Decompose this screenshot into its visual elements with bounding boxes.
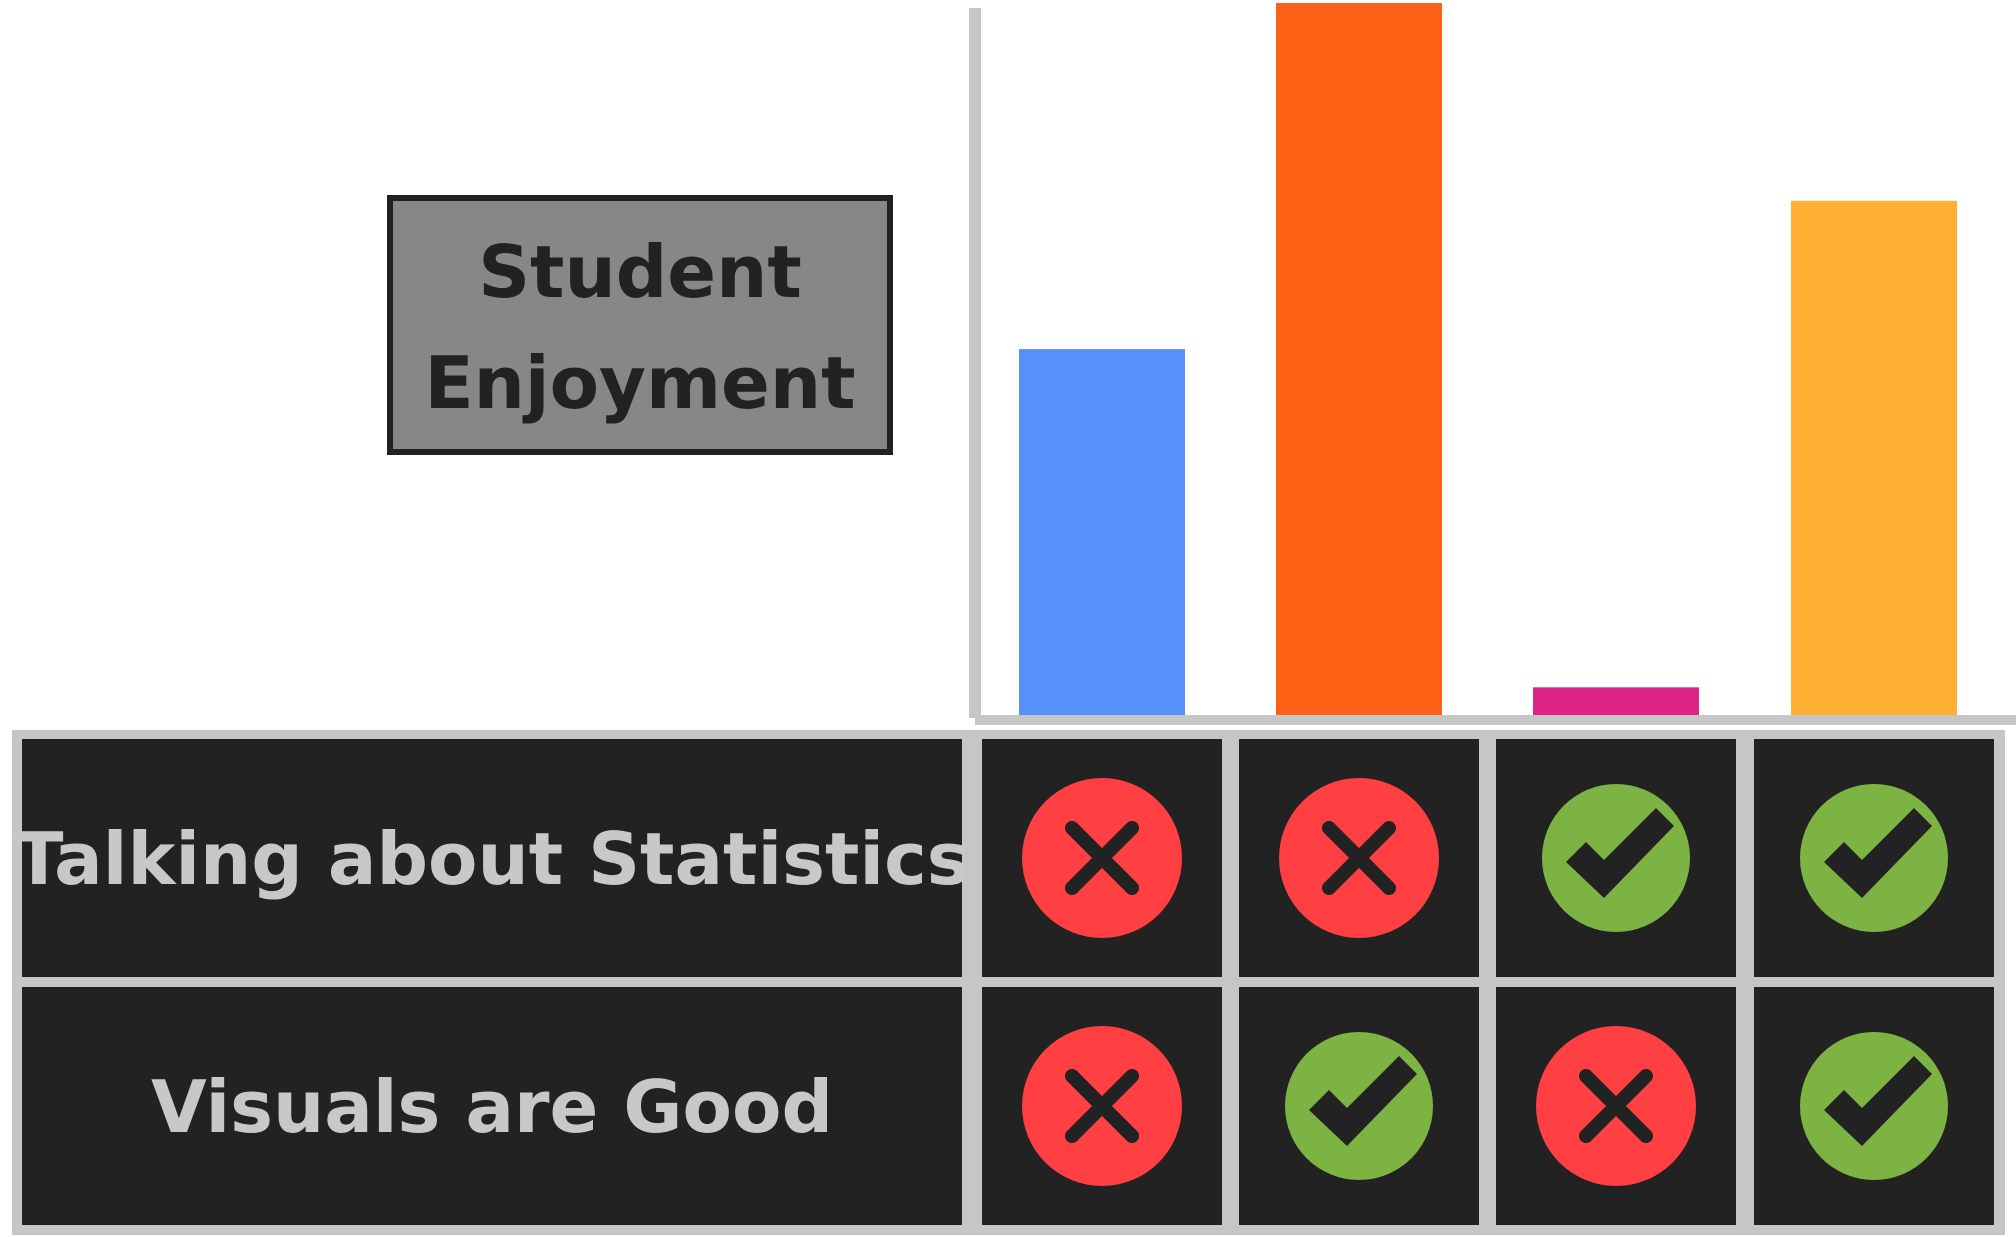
check-icon [1542,784,1690,932]
check-icon [1800,1032,1948,1180]
cross-icon [1279,778,1439,938]
y-axis-label-line-2: Enjoyment [424,341,855,425]
comparison-table: Talking about Statistics Visuals are Good [14,739,1994,1225]
bars-group [1019,3,1957,715]
y-axis-label-box: Student Enjoyment [387,195,893,455]
bar-4 [1791,200,1957,715]
row-label: Visuals are Good [151,1065,833,1149]
row-label-cell [22,739,962,977]
cross-icon [1536,1026,1696,1186]
y-axis-label-line-1: Student [478,230,802,314]
row-label: Talking about Statistics [14,817,969,901]
bar-3 [1533,687,1699,715]
cross-icon [1022,1026,1182,1186]
check-icon [1800,784,1948,932]
bar-2 [1276,3,1442,715]
check-icon [1285,1032,1433,1180]
cross-icon [1022,778,1182,938]
row-label-cell [22,987,962,1225]
bar-1 [1019,349,1185,715]
